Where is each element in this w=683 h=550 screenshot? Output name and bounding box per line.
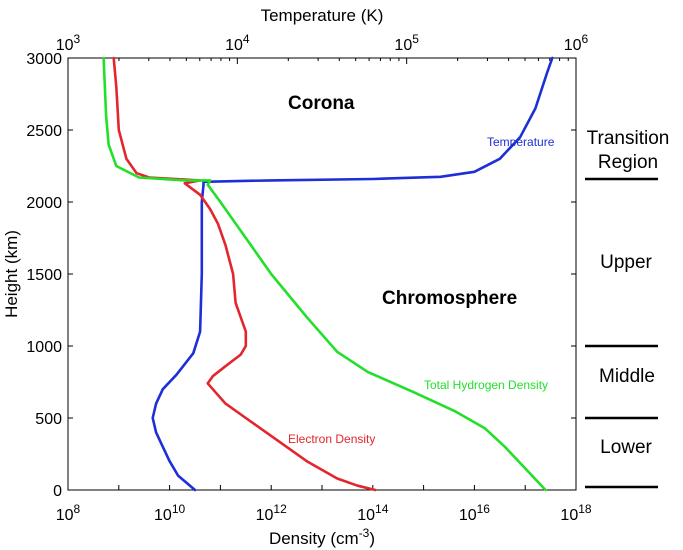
region-transition-label-line2: Region: [598, 152, 658, 173]
x-bottom-tick-label: 1018: [560, 502, 591, 524]
corona-label: Corona: [288, 93, 355, 114]
x-top-tick-label: 104: [225, 32, 250, 54]
y-tick-label: 1000: [26, 339, 62, 356]
y-tick-label: 3000: [26, 51, 62, 68]
x-bottom-tick-label: 1012: [256, 502, 287, 524]
tick-label-base: 10: [394, 37, 412, 54]
tick-label-exponent: 10: [172, 502, 186, 516]
tick-label-exponent: 3: [74, 32, 81, 46]
temperature-line: [151, 56, 554, 492]
y-tick-label: 0: [53, 483, 62, 500]
tick-label-exponent: 8: [74, 502, 81, 516]
y-tick-label: 1500: [26, 267, 62, 284]
x-bottom-tick-label: 1014: [357, 502, 388, 524]
electron-density-series-label: Electron Density: [288, 432, 375, 446]
tick-label-base: 10: [560, 507, 578, 524]
bottom-axis-title-exponent: -3: [359, 526, 370, 540]
region-middle-label: Middle: [599, 366, 655, 387]
data-series: [102, 56, 554, 492]
top-axis-title: Temperature (K): [261, 6, 384, 25]
temperature-series-label: Temperature: [487, 135, 555, 149]
tick-label-base: 10: [154, 507, 172, 524]
y-axis-title: Height (km): [2, 230, 21, 318]
tick-label-exponent: 16: [477, 502, 491, 516]
electron-density-line: [112, 56, 377, 492]
x-top-tick-label: 106: [564, 32, 589, 54]
y-tick-label: 500: [35, 411, 62, 428]
tick-label-exponent: 18: [578, 502, 592, 516]
tick-label-exponent: 4: [243, 32, 250, 46]
tick-label-exponent: 5: [412, 32, 419, 46]
tick-label-base: 10: [225, 37, 243, 54]
tick-label-exponent: 14: [375, 502, 389, 516]
chromosphere-label: Chromosphere: [382, 288, 517, 309]
region-transition-label-line1: Transition: [587, 128, 670, 149]
x-bottom-tick-label: 1010: [154, 502, 185, 524]
tick-label-base: 10: [357, 507, 375, 524]
region-lower-label: Lower: [600, 437, 652, 458]
tick-label-exponent: 6: [582, 32, 589, 46]
total-hydrogen-density-series-label: Total Hydrogen Density: [424, 378, 548, 392]
tick-label-base: 10: [56, 37, 74, 54]
tick-label-base: 10: [564, 37, 582, 54]
x-bottom-tick-label: 1016: [459, 502, 490, 524]
tick-label-exponent: 12: [273, 502, 287, 516]
x-top-tick-label: 103: [56, 32, 81, 54]
region-boundaries: [585, 177, 658, 489]
y-tick-label: 2000: [26, 195, 62, 212]
region-upper-label: Upper: [600, 252, 652, 273]
y-tick-label: 2500: [26, 123, 62, 140]
x-top-tick-label: 105: [394, 32, 419, 54]
tick-label-base: 10: [459, 507, 477, 524]
bottom-axis-title: Density (cm-3): [269, 526, 375, 548]
tick-label-base: 10: [256, 507, 274, 524]
tick-label-base: 10: [56, 507, 74, 524]
total-hydrogen-density-line: [102, 56, 547, 492]
plot-frame: [67, 57, 577, 491]
bottom-axis-title-suffix: ): [369, 529, 375, 548]
bottom-axis-title-prefix: Density (cm: [269, 529, 359, 548]
axis-ticks: [67, 57, 577, 491]
x-bottom-tick-label: 108: [56, 502, 81, 524]
